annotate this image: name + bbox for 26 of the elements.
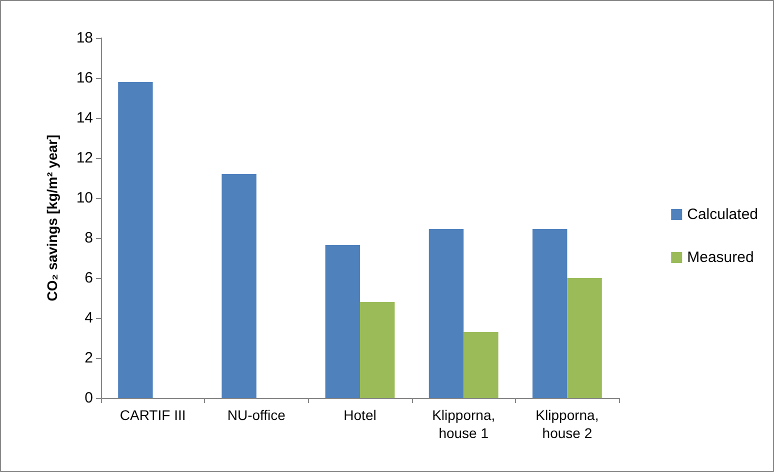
bar [360, 302, 395, 398]
bar [532, 229, 568, 398]
x-tick-label: Hotel [344, 407, 376, 423]
y-axis-title: CO₂ savings [kg/m² year] [44, 134, 60, 302]
y-tick-label: 12 [76, 150, 93, 166]
x-tick-label: NU-office [227, 407, 286, 423]
legend-label: Measured [687, 249, 754, 266]
y-tick-label: 18 [76, 30, 93, 46]
bar [222, 174, 256, 398]
bar [567, 278, 602, 398]
y-tick-label: 2 [84, 350, 93, 366]
y-tick-label: 16 [76, 70, 93, 86]
y-tick-label: 10 [76, 190, 93, 206]
y-tick-label: 4 [84, 310, 93, 326]
bar [325, 245, 360, 398]
bar [464, 332, 498, 398]
x-tick-label: CARTIF III [120, 407, 186, 423]
y-tick-label: 0 [84, 390, 93, 406]
y-tick-label: 8 [84, 230, 93, 246]
bar [118, 82, 153, 398]
y-tick-label: 6 [84, 270, 93, 286]
x-tick-label: Klipporna, house 2 [536, 407, 599, 441]
x-tick-label: Klipporna, house 1 [432, 407, 496, 441]
bar [428, 229, 464, 398]
legend-label: Calculated [687, 206, 758, 223]
y-tick-label: 14 [76, 110, 93, 126]
